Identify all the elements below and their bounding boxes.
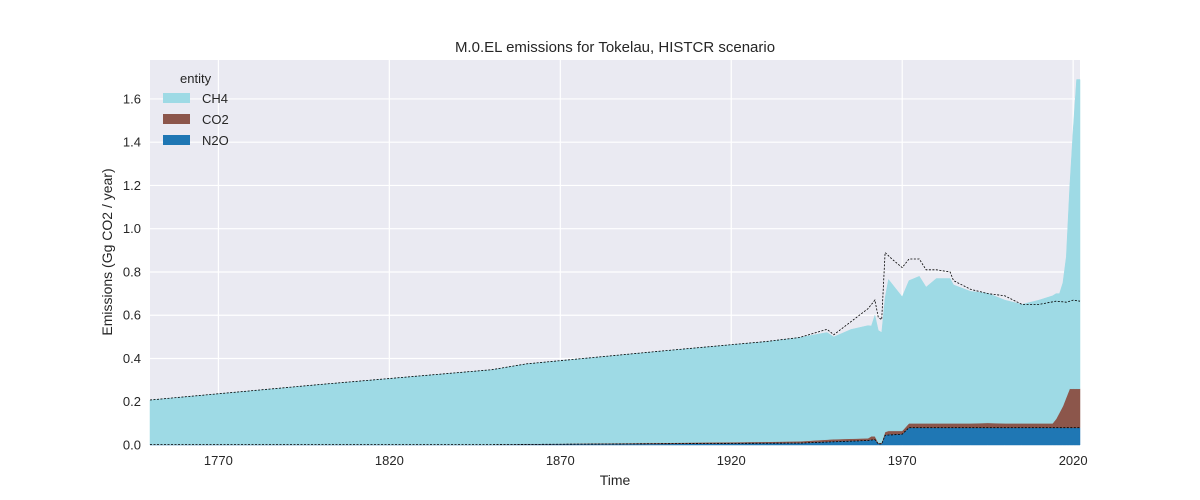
reference-line-1	[149, 251, 1081, 401]
y-tick-label: 0.6	[123, 308, 141, 323]
legend-label-co2: CO2	[202, 112, 229, 127]
legend-swatch-ch4	[163, 93, 190, 103]
legend-label-n2o: N2O	[202, 133, 229, 148]
x-axis-ticks: 1770 1820 1870 1920 1970 2020	[204, 453, 1088, 468]
x-tick-label: 1970	[888, 453, 917, 468]
y-tick-label: 0.0	[123, 438, 141, 453]
y-tick-label: 0.4	[123, 351, 141, 366]
legend-swatch-n2o	[163, 135, 190, 145]
x-tick-label: 1820	[375, 453, 404, 468]
legend-title: entity	[180, 71, 212, 86]
y-tick-label: 0.8	[123, 264, 141, 279]
y-tick-label: 1.4	[123, 135, 141, 150]
reference-line-2	[150, 427, 1080, 446]
area-ch4	[149, 79, 1081, 445]
reference-lines	[149, 251, 1081, 446]
x-tick-label: 1770	[204, 453, 233, 468]
y-tick-label: 1.6	[123, 91, 141, 106]
y-tick-label: 1.2	[123, 178, 141, 193]
y-axis-title: Emissions (Gg CO2 / year)	[99, 168, 115, 335]
legend-swatch-co2	[163, 114, 190, 124]
legend: entity CH4 CO2 N2O	[163, 71, 229, 148]
legend-label-ch4: CH4	[202, 91, 228, 106]
y-tick-label: 0.2	[123, 394, 141, 409]
x-tick-label: 1870	[546, 453, 575, 468]
x-tick-label: 1920	[717, 453, 746, 468]
y-axis-ticks: 0.0 0.2 0.4 0.6 0.8 1.0 1.2 1.4 1.6	[123, 91, 141, 452]
x-tick-label: 2020	[1059, 453, 1088, 468]
stacked-areas	[149, 79, 1081, 446]
x-axis-title: Time	[600, 472, 631, 488]
chart-title: M.0.EL emissions for Tokelau, HISTCR sce…	[455, 39, 775, 56]
y-tick-label: 1.0	[123, 221, 141, 236]
